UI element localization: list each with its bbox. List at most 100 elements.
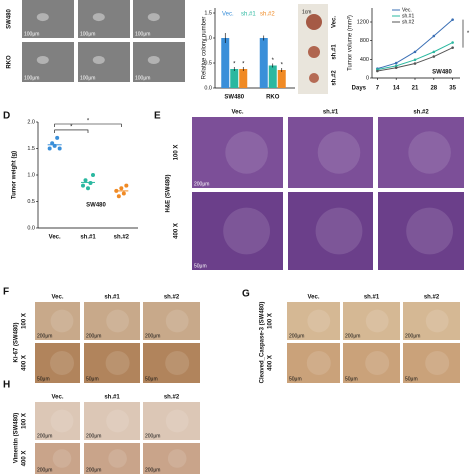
annotation: SW480: [432, 70, 452, 76]
micrograph: [287, 343, 340, 383]
scale-bar-label: 100μm: [135, 31, 150, 37]
column-label: sh.#2: [413, 110, 429, 116]
row-label: 400 X: [268, 355, 274, 371]
scale-bar-label: 200μm: [37, 433, 52, 439]
column-label: Vec.: [51, 295, 63, 301]
tumor-label: sh.#2: [332, 70, 338, 86]
micrograph: [84, 402, 140, 440]
scale-bar-label: 200μm: [145, 333, 160, 339]
point: [50, 141, 55, 146]
panel-letter: H: [3, 380, 10, 391]
micrograph: [403, 343, 460, 383]
point: [413, 62, 417, 65]
scale-bar-label: 100μm: [24, 75, 39, 81]
panel-letter: E: [154, 111, 161, 122]
legend-entry: Vec.: [402, 7, 412, 13]
micrograph: [84, 343, 140, 383]
texture: [106, 409, 129, 433]
point: [413, 58, 417, 62]
x-tick-label: 14: [393, 86, 400, 92]
column-label: sh.#1: [364, 295, 380, 301]
column-label: sh.#2: [164, 395, 180, 401]
colony: [92, 13, 105, 22]
colony: [36, 56, 49, 64]
x-tick-label: sh.#2: [114, 235, 130, 241]
ruler-label: 1cm: [302, 9, 311, 15]
micrograph: [192, 117, 283, 188]
y-tick-label: 1.0: [27, 172, 35, 178]
texture: [105, 351, 130, 375]
tumor-label: Vec.: [332, 16, 338, 28]
scale-bar-label: 100μm: [80, 75, 95, 81]
texture: [167, 449, 187, 468]
stain-label: Ki-67 (SW480): [14, 322, 20, 362]
column-label: sh.#2: [164, 295, 180, 301]
x-axis-label: Days: [352, 86, 367, 92]
micrograph: [78, 42, 130, 82]
column-label: sh.#2: [424, 295, 440, 301]
tumor-label: sh.#1: [332, 44, 338, 60]
column-label: Vec.: [231, 110, 243, 116]
x-tick-label: 28: [430, 86, 437, 92]
column-label: sh.#1: [104, 295, 120, 301]
scale-bar-label: 200μm: [145, 433, 160, 439]
colony: [36, 13, 49, 22]
point: [394, 61, 398, 65]
significance: *: [87, 119, 90, 125]
micrograph: [288, 192, 373, 270]
bar: [239, 69, 248, 88]
texture: [165, 351, 190, 375]
significance: *: [233, 62, 236, 68]
point: [55, 135, 60, 140]
legend-entry: sh.#2: [260, 12, 275, 18]
micrograph: [288, 117, 373, 188]
point: [119, 186, 124, 191]
y-tick-label: 0.0: [204, 85, 212, 91]
y-axis-label: Tumor volume (mm³): [348, 15, 354, 71]
point: [86, 186, 90, 191]
texture: [306, 351, 331, 375]
point: [394, 64, 398, 68]
legend-entry: sh.#1: [402, 13, 414, 19]
texture: [52, 449, 72, 468]
micrograph: [35, 402, 80, 440]
scale-bar-label: 200μm: [86, 433, 101, 439]
y-tick-label: 1.5: [27, 146, 35, 152]
x-tick-label: 35: [449, 86, 456, 92]
significance: *: [242, 62, 245, 68]
stain-label: Cleaved_Caspase-3 (SW480): [260, 302, 266, 384]
texture: [223, 207, 270, 255]
x-tick-label: sh.#1: [80, 235, 96, 241]
texture: [106, 309, 129, 333]
texture: [317, 131, 361, 174]
scale-bar-label: 100μm: [135, 75, 150, 81]
micrograph: [35, 343, 80, 383]
bar: [277, 70, 286, 88]
texture: [365, 351, 390, 375]
point: [81, 183, 85, 188]
scale-bar-label: 200μm: [37, 333, 52, 339]
significance: *: [70, 125, 73, 131]
point: [124, 183, 129, 188]
y-tick-label: 0.0: [27, 225, 35, 231]
micrograph: [22, 42, 74, 82]
significance: *: [272, 58, 275, 64]
point: [83, 178, 88, 183]
texture: [50, 409, 74, 433]
panel-letter: D: [3, 111, 10, 122]
scale-bar-label: 50μm: [345, 376, 358, 382]
row-label: 100 X: [268, 313, 274, 329]
y-tick-label: 0.5: [27, 199, 35, 205]
x-tick-label: 7: [376, 86, 380, 92]
scale-bar-label: 100μm: [80, 31, 95, 37]
column-label: sh.#1: [323, 110, 339, 116]
texture: [108, 449, 127, 468]
y-tick-label: 400: [360, 57, 369, 63]
y-tick-label: 1.5: [204, 10, 212, 16]
micrograph: [143, 302, 200, 340]
tumor: [306, 14, 322, 30]
point: [432, 34, 436, 38]
x-tick-label: RKO: [266, 95, 280, 101]
micrograph: [84, 302, 140, 340]
